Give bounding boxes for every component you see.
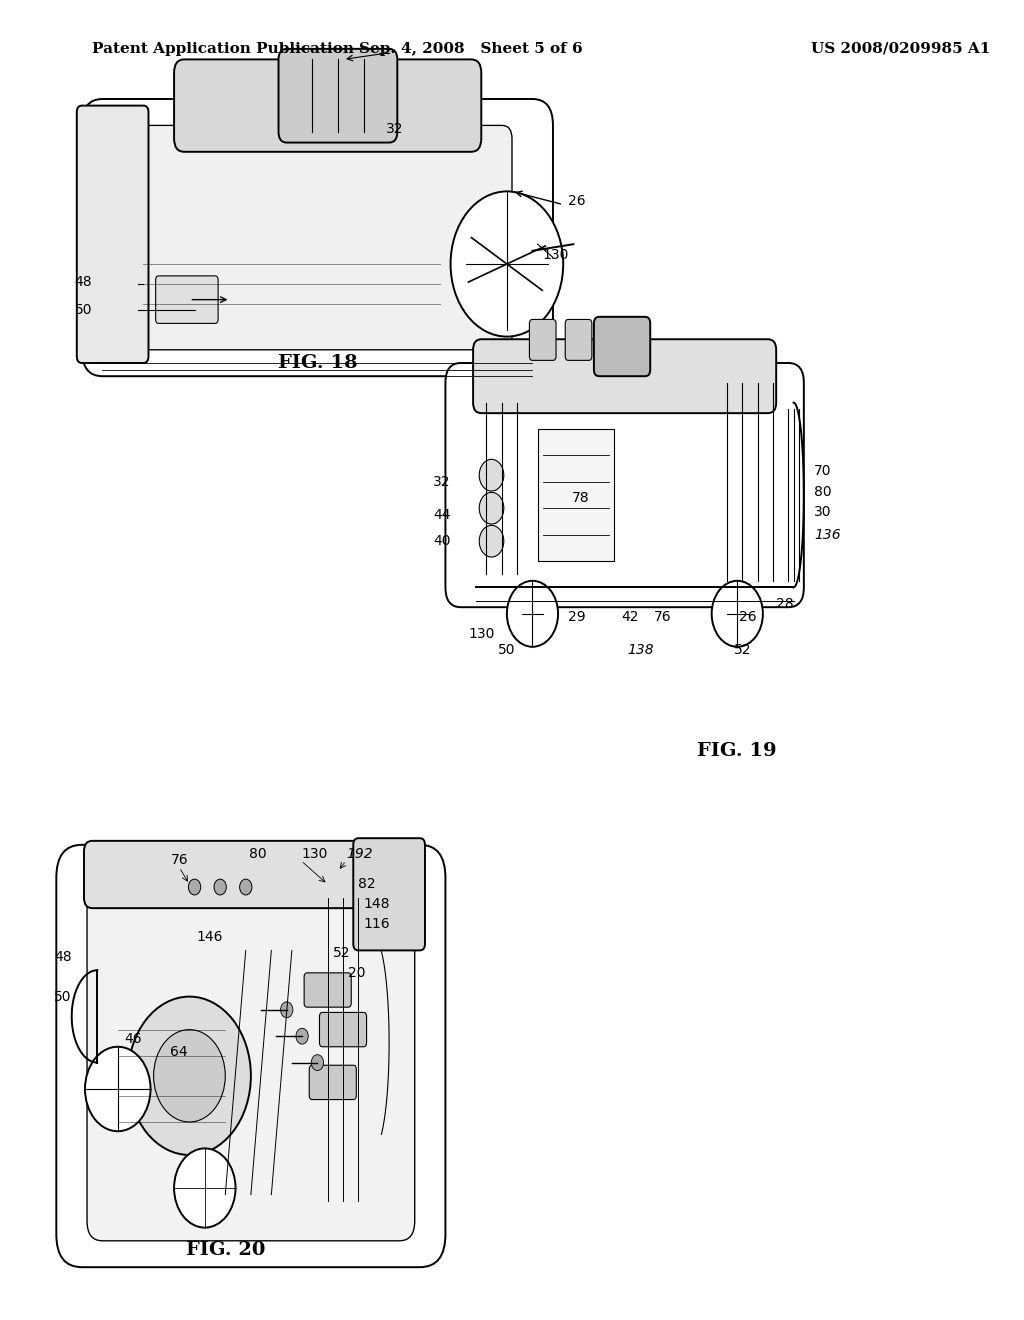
Text: 116: 116 <box>364 917 390 931</box>
Text: 64: 64 <box>170 1045 188 1060</box>
Text: 29: 29 <box>567 610 586 624</box>
FancyBboxPatch shape <box>56 845 445 1267</box>
Text: FIG. 18: FIG. 18 <box>278 354 357 372</box>
Text: 48: 48 <box>75 276 92 289</box>
Text: Sep. 4, 2008   Sheet 5 of 6: Sep. 4, 2008 Sheet 5 of 6 <box>359 42 583 55</box>
Text: 20: 20 <box>348 966 366 979</box>
FancyBboxPatch shape <box>279 49 397 143</box>
Text: 76: 76 <box>653 610 672 624</box>
FancyBboxPatch shape <box>156 276 218 323</box>
Text: US 2008/0209985 A1: US 2008/0209985 A1 <box>811 42 991 55</box>
FancyBboxPatch shape <box>353 838 425 950</box>
Text: 80: 80 <box>249 846 267 861</box>
FancyBboxPatch shape <box>309 1065 356 1100</box>
FancyBboxPatch shape <box>594 317 650 376</box>
Text: 148: 148 <box>364 898 390 911</box>
FancyBboxPatch shape <box>304 973 351 1007</box>
FancyBboxPatch shape <box>538 429 614 561</box>
FancyBboxPatch shape <box>601 319 628 360</box>
Text: 40: 40 <box>433 535 451 548</box>
FancyBboxPatch shape <box>473 339 776 413</box>
Circle shape <box>479 525 504 557</box>
Circle shape <box>281 1002 293 1018</box>
Circle shape <box>507 581 558 647</box>
Circle shape <box>154 1030 225 1122</box>
Text: 26: 26 <box>568 194 586 207</box>
Text: 70: 70 <box>814 465 831 478</box>
Text: FIG. 19: FIG. 19 <box>697 742 777 760</box>
Text: 46: 46 <box>124 1032 142 1047</box>
Text: 52: 52 <box>333 946 350 960</box>
Text: 130: 130 <box>301 846 328 861</box>
Text: 76: 76 <box>170 853 188 867</box>
Text: 50: 50 <box>54 990 72 1003</box>
Text: 82: 82 <box>358 878 376 891</box>
Text: 26: 26 <box>738 610 757 624</box>
FancyBboxPatch shape <box>319 1012 367 1047</box>
FancyBboxPatch shape <box>87 871 415 1241</box>
Text: 52: 52 <box>733 643 752 657</box>
Text: 130: 130 <box>543 248 569 261</box>
Circle shape <box>451 191 563 337</box>
Circle shape <box>128 997 251 1155</box>
Text: 42: 42 <box>621 610 639 624</box>
Text: 136: 136 <box>814 528 841 541</box>
Text: 28: 28 <box>776 597 794 611</box>
Circle shape <box>479 459 504 491</box>
FancyBboxPatch shape <box>82 99 553 376</box>
FancyBboxPatch shape <box>77 106 148 363</box>
Text: 32: 32 <box>385 121 403 136</box>
Text: 146: 146 <box>197 931 223 944</box>
Text: 30: 30 <box>814 506 831 519</box>
Text: 192: 192 <box>346 846 373 861</box>
Circle shape <box>311 1055 324 1071</box>
Text: 48: 48 <box>54 950 72 964</box>
Text: 50: 50 <box>498 643 516 657</box>
Circle shape <box>296 1028 308 1044</box>
Text: 44: 44 <box>433 508 451 521</box>
Text: 138: 138 <box>628 643 654 657</box>
Circle shape <box>712 581 763 647</box>
FancyBboxPatch shape <box>529 319 556 360</box>
Circle shape <box>479 492 504 524</box>
Text: 50: 50 <box>75 304 92 317</box>
Circle shape <box>188 879 201 895</box>
Text: 130: 130 <box>468 627 495 642</box>
FancyBboxPatch shape <box>123 125 512 350</box>
Text: 80: 80 <box>814 486 831 499</box>
Circle shape <box>240 879 252 895</box>
Text: Patent Application Publication: Patent Application Publication <box>92 42 354 55</box>
Text: 32: 32 <box>433 475 451 488</box>
FancyBboxPatch shape <box>565 319 592 360</box>
FancyBboxPatch shape <box>174 59 481 152</box>
FancyBboxPatch shape <box>84 841 418 908</box>
Circle shape <box>85 1047 151 1131</box>
Circle shape <box>174 1148 236 1228</box>
Text: FIG. 20: FIG. 20 <box>185 1241 265 1259</box>
Circle shape <box>214 879 226 895</box>
Text: 78: 78 <box>571 491 590 504</box>
FancyBboxPatch shape <box>445 363 804 607</box>
